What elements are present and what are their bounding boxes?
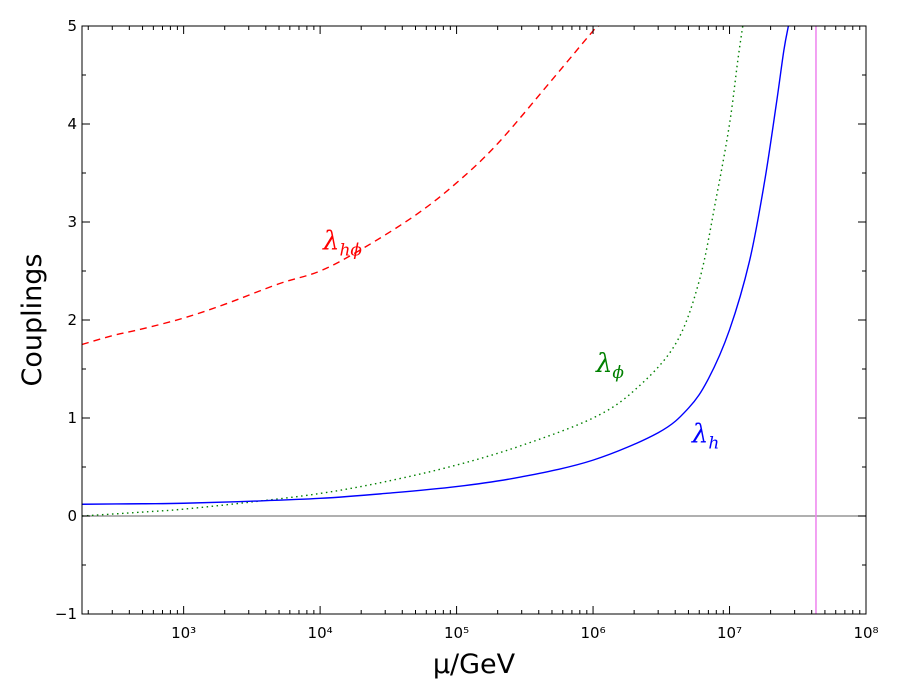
curve-labels: λhϕ λϕ λh (322, 226, 719, 453)
x-tick-label: 10⁵ (444, 624, 469, 642)
series-layer (82, 26, 790, 517)
x-tick-label: 10³ (171, 624, 196, 642)
lambda-h-line (82, 26, 790, 505)
lambda-phi-label: λϕ (595, 349, 624, 383)
y-tick-label: −1 (55, 605, 77, 623)
y-tick-label: 5 (67, 17, 77, 35)
x-tick-label: 10⁴ (308, 624, 333, 642)
lambda-h-phi-label: λhϕ (322, 226, 362, 260)
y-axis-title: Couplings (17, 254, 48, 387)
reference-lines (82, 26, 866, 614)
y-tick-label: 3 (67, 213, 77, 231)
x-tick-label: 10⁷ (717, 624, 742, 642)
plot-background (82, 26, 866, 614)
y-tick-label: 2 (67, 311, 77, 329)
lambda-h-phi-line (82, 26, 600, 346)
ticks-layer: −1 0 1 2 3 4 5 10³ 10⁴ 10⁵ 10⁶ 10⁷ 10⁸ (55, 17, 879, 642)
y-tick-label: 4 (67, 115, 77, 133)
x-tick-label: 10⁸ (853, 624, 878, 642)
y-tick-label: 1 (67, 409, 77, 427)
x-tick-label: 10⁶ (580, 624, 605, 642)
plot-frame (81, 25, 867, 615)
lambda-phi-line (82, 26, 744, 517)
lambda-h-label: λh (691, 420, 719, 454)
x-axis-title: μ/GeV (433, 649, 516, 680)
y-tick-label: 0 (67, 507, 77, 525)
